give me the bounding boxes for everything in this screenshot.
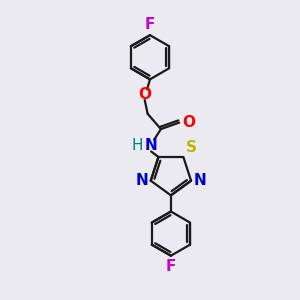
- Text: H: H: [132, 138, 143, 153]
- Text: N: N: [145, 138, 158, 153]
- Text: O: O: [182, 115, 195, 130]
- Text: N: N: [136, 173, 148, 188]
- Text: F: F: [145, 16, 155, 32]
- Text: O: O: [138, 87, 151, 102]
- Text: F: F: [166, 259, 176, 274]
- Text: S: S: [186, 140, 197, 154]
- Text: N: N: [194, 173, 206, 188]
